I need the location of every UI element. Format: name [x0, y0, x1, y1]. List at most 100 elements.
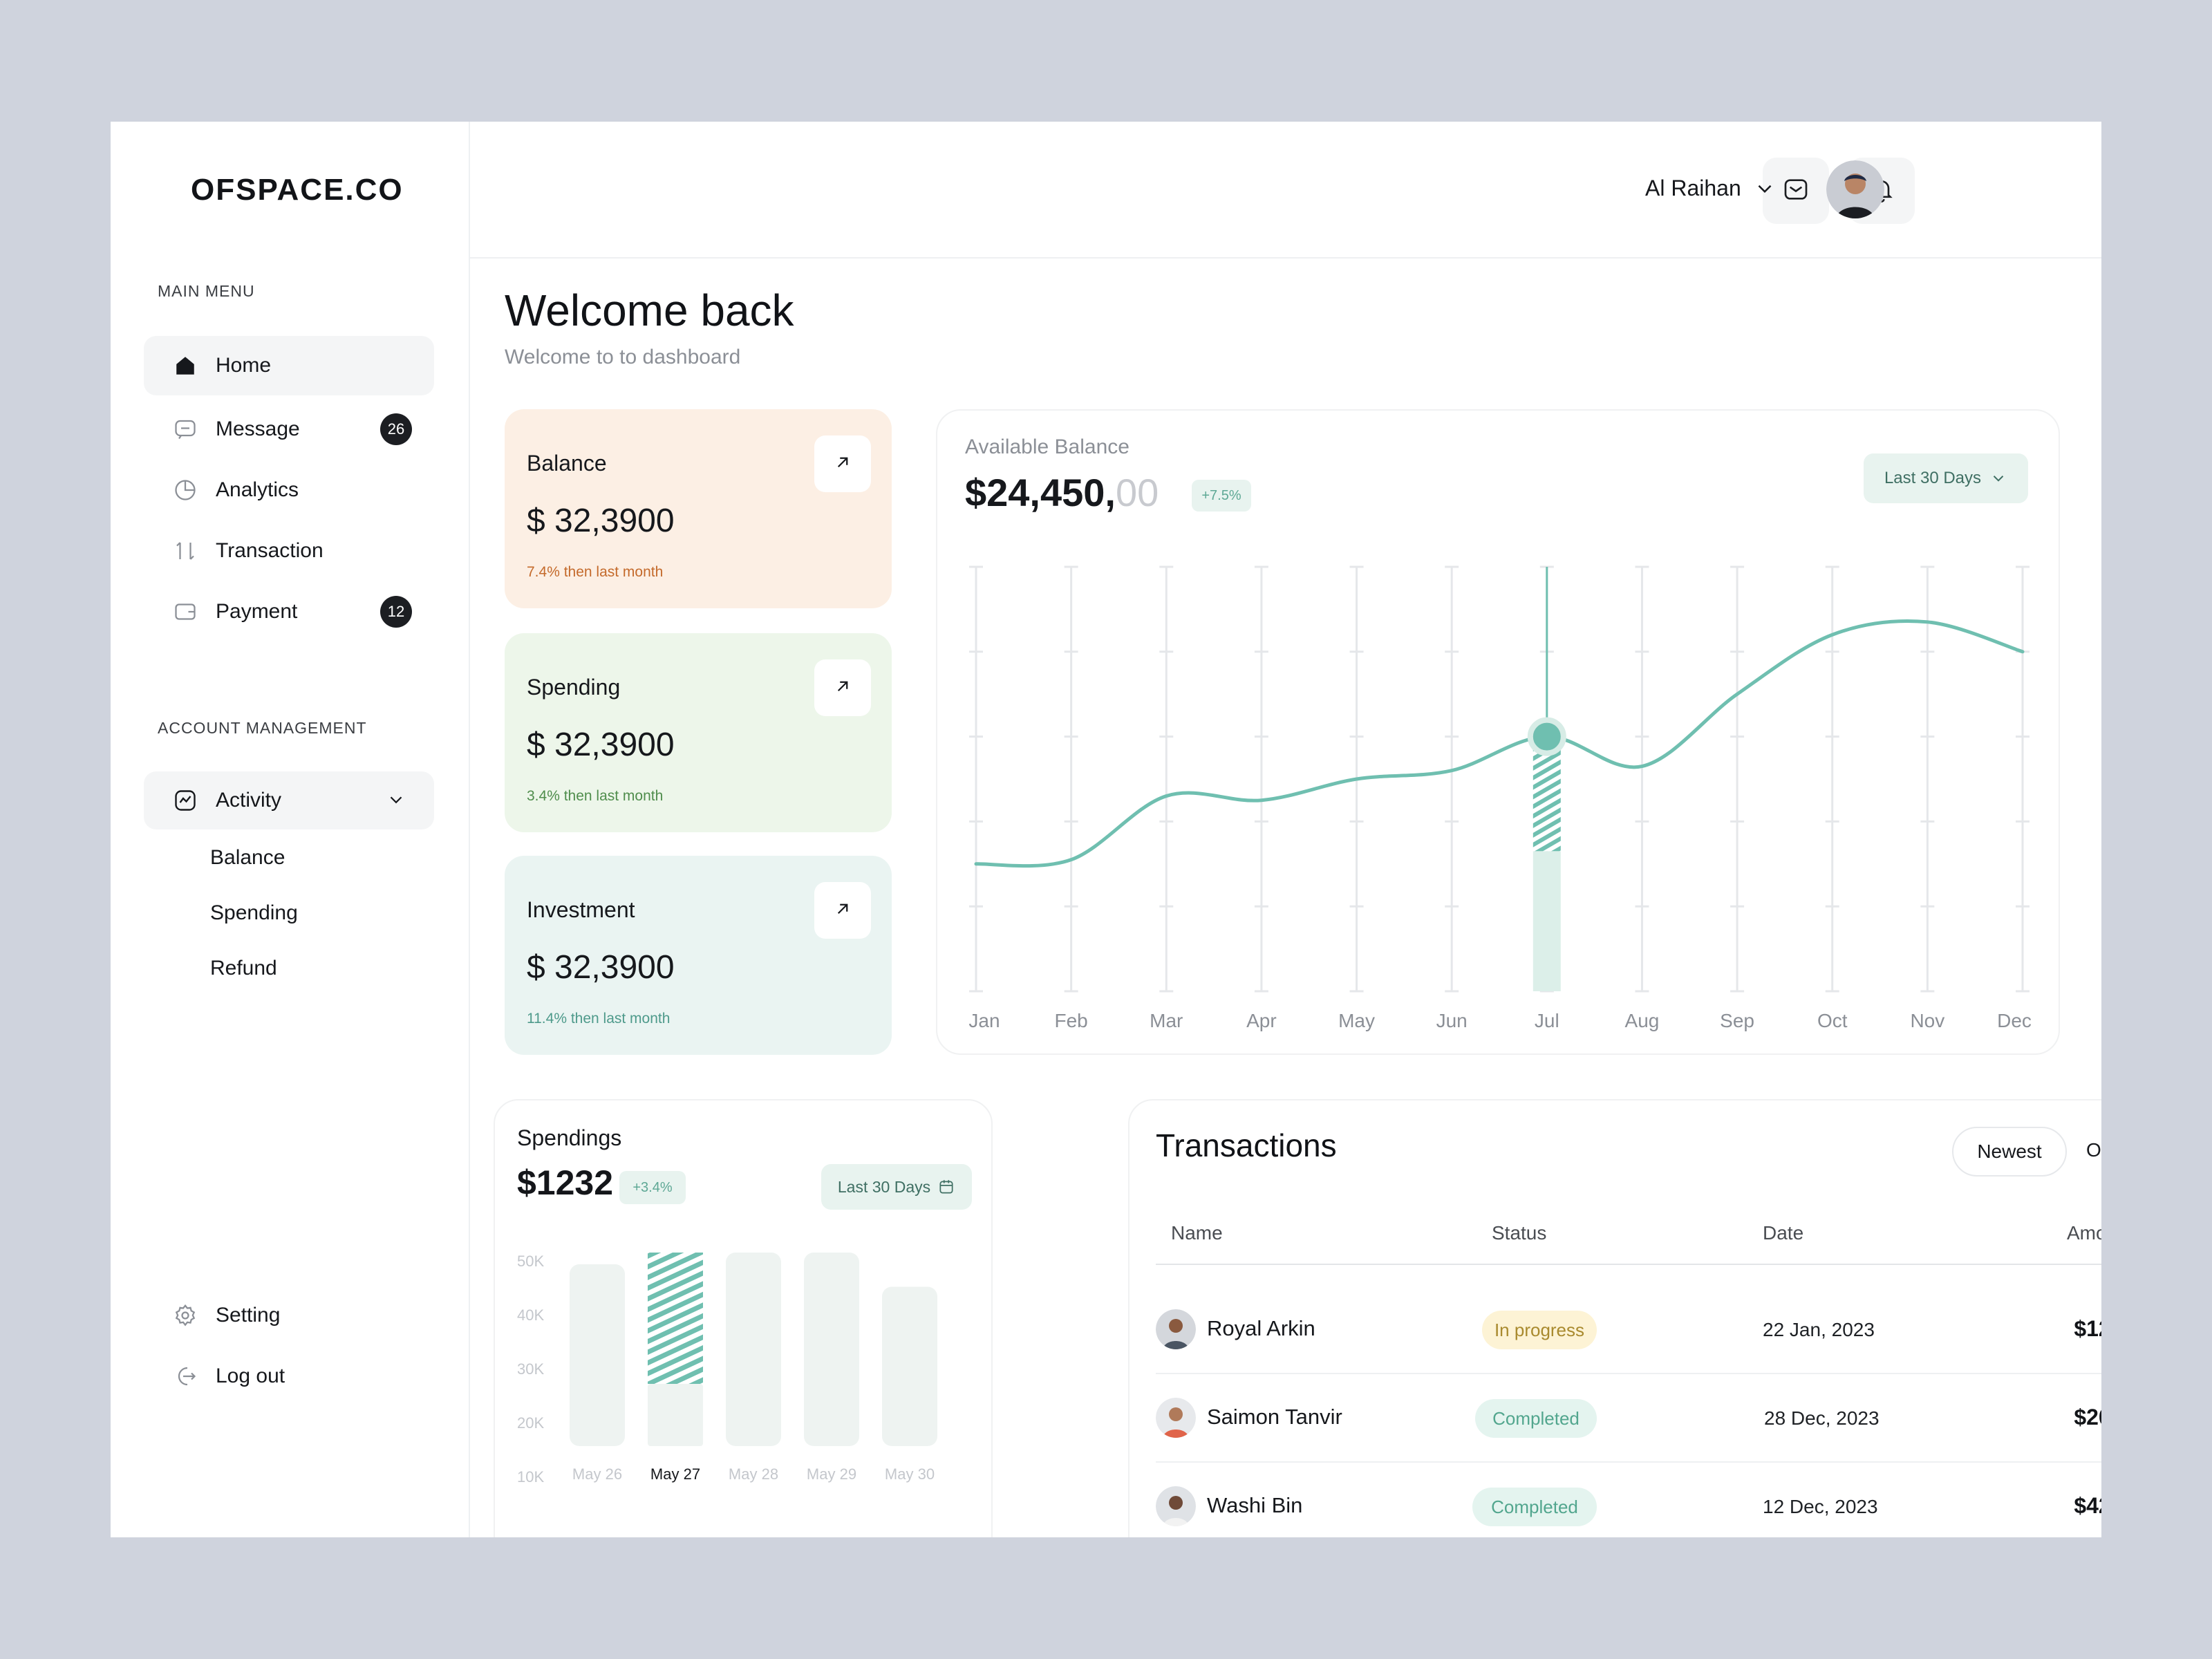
activity-icon	[171, 787, 199, 814]
x-tick-label: Nov	[1910, 1010, 1944, 1031]
dashboard-window: OFSPACE.CO MAIN MENU Home Message 26 Ana…	[111, 122, 2101, 1537]
chevron-down-icon[interactable]	[386, 789, 406, 816]
balance-card[interactable]: Balance $ 32,3900 7.4% then last month	[505, 409, 892, 608]
sidebar-item-analytics[interactable]: Analytics	[144, 460, 434, 520]
mail-button[interactable]	[1763, 158, 1829, 224]
message-icon	[171, 415, 199, 443]
status-badge: In progress	[1482, 1311, 1597, 1349]
payment-count-badge: 12	[380, 596, 412, 628]
sidebar-item-activity[interactable]: Activity	[144, 771, 434, 830]
card-label: Spending	[527, 675, 621, 700]
column-header-amount[interactable]: Amount	[2067, 1222, 2101, 1244]
x-tick-label: Sep	[1720, 1010, 1754, 1031]
main-menu-title: MAIN MENU	[158, 282, 255, 300]
y-tick-label: 10K	[517, 1468, 544, 1485]
chevron-down-icon[interactable]	[1753, 177, 1777, 204]
bar	[804, 1253, 859, 1446]
sidebar-item-label: Payment	[216, 600, 298, 623]
header-divider	[1156, 1264, 2101, 1265]
status-badge: Completed	[1475, 1399, 1597, 1438]
sidebar: OFSPACE.CO MAIN MENU Home Message 26 Ana…	[111, 122, 470, 1537]
column-header-date[interactable]: Date	[1763, 1222, 1804, 1244]
x-tick-label: Oct	[1817, 1010, 1848, 1031]
sidebar-item-setting[interactable]: Setting	[144, 1286, 434, 1345]
y-tick-label: 30K	[517, 1360, 544, 1378]
calendar-icon	[937, 1178, 955, 1196]
logout-icon	[171, 1362, 199, 1390]
open-balance-button[interactable]	[814, 435, 871, 492]
user-name[interactable]: Al Raihan	[1645, 176, 1741, 200]
open-investment-button[interactable]	[814, 882, 871, 939]
card-label: Balance	[527, 451, 607, 476]
row-amount: $20,334	[2074, 1405, 2101, 1430]
row-date: 12 Dec, 2023	[1763, 1496, 1878, 1517]
avatar	[1156, 1398, 1196, 1438]
home-icon	[171, 352, 199, 379]
x-tick-label: Dec	[1997, 1010, 2032, 1031]
bar	[648, 1384, 703, 1446]
column-header-status[interactable]: Status	[1492, 1222, 1547, 1244]
arrow-up-right-icon	[832, 676, 853, 700]
x-tick-label: May 26	[572, 1465, 622, 1483]
arrow-up-right-icon	[832, 452, 853, 476]
row-amount: $42,334	[2074, 1493, 2101, 1518]
sidebar-item-label: Home	[216, 354, 272, 377]
bar	[570, 1264, 625, 1446]
x-tick-label: Mar	[1150, 1010, 1183, 1031]
row-name[interactable]: Saimon Tanvir	[1207, 1405, 1342, 1429]
row-name[interactable]: Royal Arkin	[1207, 1316, 1315, 1340]
transaction-icon	[171, 537, 199, 565]
sidebar-item-message[interactable]: Message 26	[144, 400, 434, 459]
card-change: 3.4% then last month	[527, 788, 664, 804]
sidebar-item-label: Transaction	[216, 539, 324, 562]
page-subtitle: Welcome to to dashboard	[505, 346, 741, 368]
transactions-panel: Transactions Newest Oldest Name Status D…	[1128, 1099, 2101, 1537]
status-badge: Completed	[1472, 1488, 1597, 1526]
highlight-point	[1527, 717, 1566, 756]
chevron-down-icon	[1989, 469, 2007, 487]
bar-hatched	[648, 1253, 703, 1384]
card-label: Investment	[527, 897, 635, 922]
sort-newest-button[interactable]: Newest	[1952, 1127, 2067, 1177]
card-value: $ 32,3900	[527, 503, 675, 539]
row-date: 22 Jan, 2023	[1763, 1319, 1875, 1340]
y-tick-label: 40K	[517, 1306, 544, 1324]
sidebar-item-home[interactable]: Home	[144, 336, 434, 395]
analytics-icon	[171, 476, 199, 504]
spendings-range-button[interactable]: Last 30 Days	[821, 1164, 972, 1210]
bar	[882, 1286, 937, 1446]
x-tick-label: May 29	[807, 1465, 856, 1483]
spendings-value: $1232	[517, 1163, 614, 1202]
range-label: Last 30 Days	[837, 1177, 931, 1196]
x-tick-label: May	[1338, 1010, 1375, 1031]
bar	[726, 1253, 781, 1446]
x-tick-label: Feb	[1055, 1010, 1088, 1031]
sidebar-item-transaction[interactable]: Transaction	[144, 521, 434, 581]
investment-card[interactable]: Investment $ 32,3900 11.4% then last mon…	[505, 856, 892, 1055]
highlight-bar	[1533, 851, 1561, 991]
activity-sub-refund[interactable]: Refund	[210, 957, 277, 980]
sidebar-item-payment[interactable]: Payment 12	[144, 582, 434, 641]
balance-chart-value: $24,450,00	[965, 470, 1159, 515]
open-spending-button[interactable]	[814, 659, 871, 716]
spending-card[interactable]: Spending $ 32,3900 3.4% then last month	[505, 633, 892, 832]
column-header-name[interactable]: Name	[1171, 1222, 1223, 1244]
brand-logo[interactable]: OFSPACE.CO	[191, 173, 404, 207]
balance-chart-label: Available Balance	[965, 435, 1130, 458]
row-divider	[1156, 1373, 2101, 1374]
sort-oldest-button[interactable]: Oldest	[2086, 1139, 2101, 1161]
spendings-panel: Spendings $1232 +3.4% Last 30 Days 50K 40…	[494, 1099, 993, 1537]
activity-sub-balance[interactable]: Balance	[210, 846, 285, 869]
x-tick-label: Jun	[1436, 1010, 1468, 1031]
balance-range-dropdown[interactable]: Last 30 Days	[1864, 453, 2028, 503]
balance-main: $24,450,	[965, 471, 1116, 514]
balance-cents: 00	[1115, 471, 1159, 514]
x-tick-label: Apr	[1246, 1010, 1277, 1031]
sidebar-item-logout[interactable]: Log out	[144, 1347, 434, 1406]
card-value: $ 32,3900	[527, 949, 675, 986]
row-name[interactable]: Washi Bin	[1207, 1493, 1303, 1517]
message-count-badge: 26	[380, 413, 412, 445]
user-avatar[interactable]	[1826, 160, 1884, 218]
activity-sub-spending[interactable]: Spending	[210, 901, 298, 924]
account-management-title: ACCOUNT MANAGEMENT	[158, 719, 367, 737]
